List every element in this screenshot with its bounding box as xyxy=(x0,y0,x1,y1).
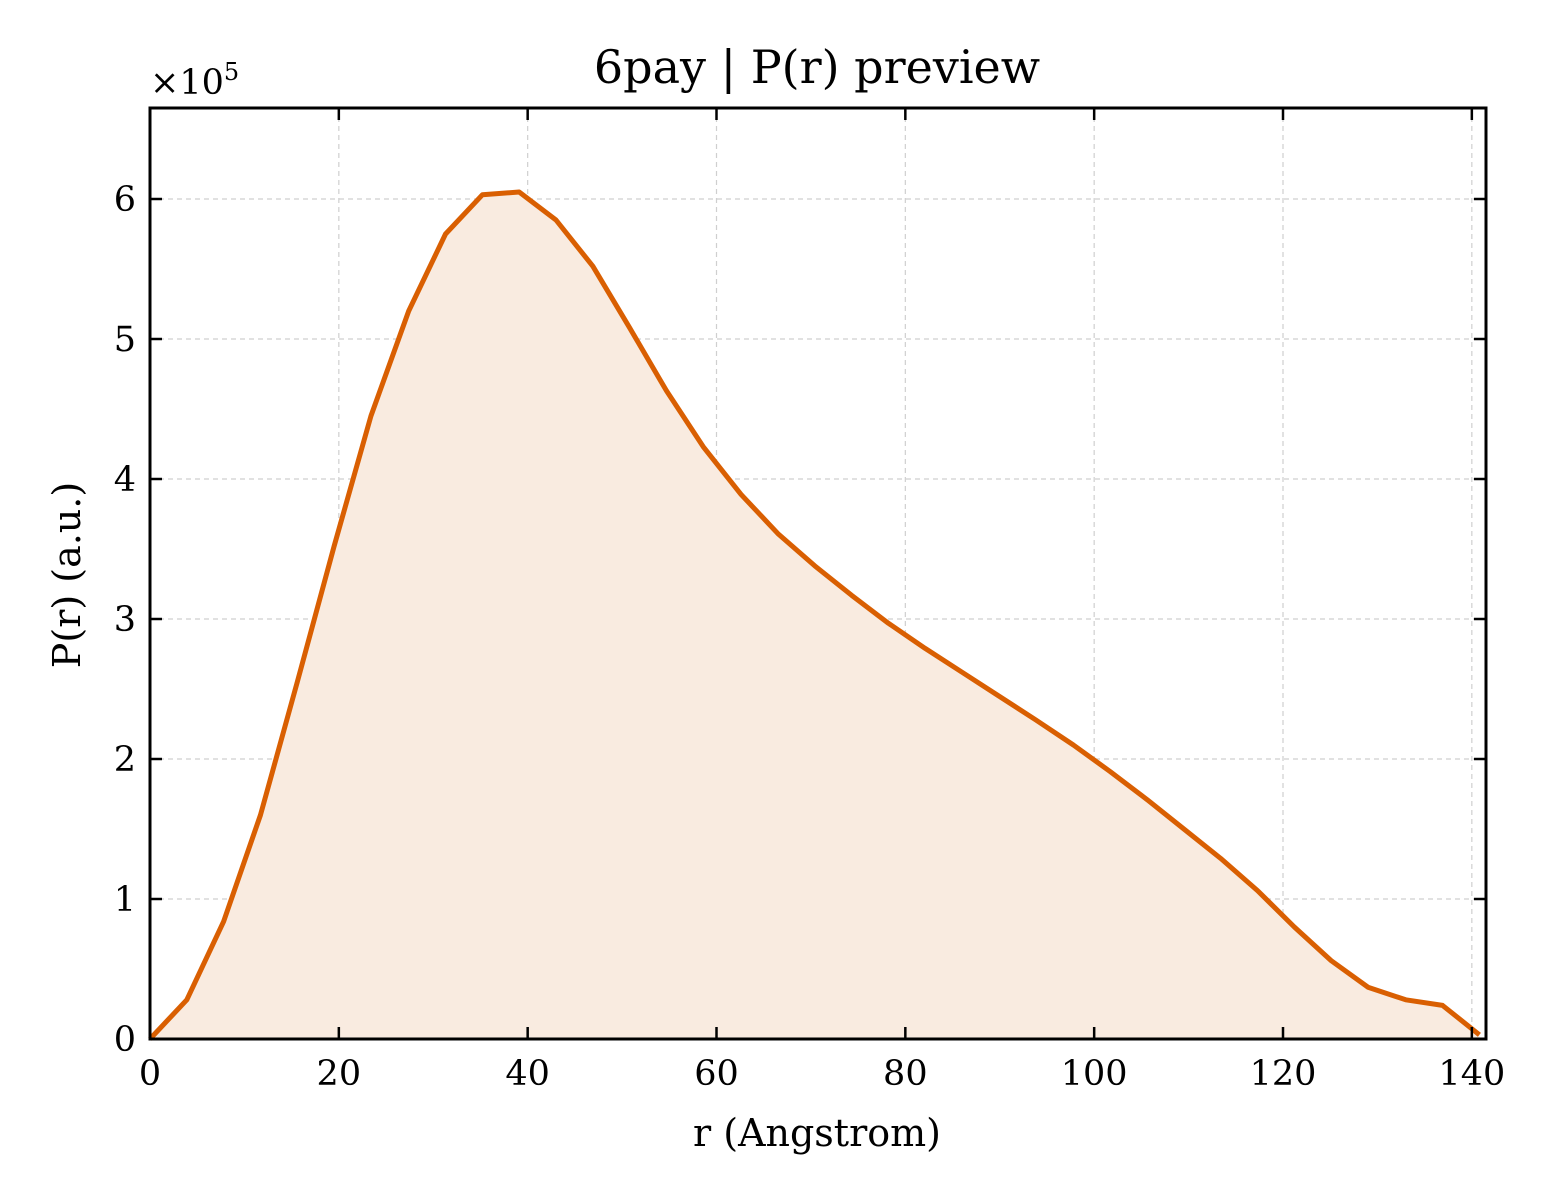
y-axis-multiplier: ×105 xyxy=(150,58,239,103)
y-tick-label: 0 xyxy=(114,1020,136,1060)
y-tick-label: 6 xyxy=(114,180,136,220)
y-ticks: 0 1 2 3 4 5 6 xyxy=(114,180,1486,1060)
y-multiplier-exponent: 5 xyxy=(224,58,239,86)
chart-title: 6pay | P(r) preview xyxy=(594,40,1040,94)
y-multiplier-base: ×10 xyxy=(150,63,224,103)
y-tick-label: 1 xyxy=(114,880,136,920)
x-tick-label: 60 xyxy=(694,1054,739,1094)
x-tick-label: 120 xyxy=(1250,1054,1317,1094)
y-axis-label: P(r) (a.u.) xyxy=(45,482,89,668)
plot-frame xyxy=(148,106,1488,1041)
x-tick-label: 80 xyxy=(883,1054,928,1094)
area-fill xyxy=(150,192,1480,1039)
x-axis-label: r (Angstrom) xyxy=(693,1111,941,1155)
y-tick-label: 3 xyxy=(114,600,136,640)
y-tick-label: 2 xyxy=(114,740,136,780)
series-line xyxy=(148,189,1481,1041)
y-tick-label: 4 xyxy=(114,460,136,500)
x-tick-label: 100 xyxy=(1061,1054,1128,1094)
x-tick-label: 40 xyxy=(505,1054,550,1094)
x-tick-label: 20 xyxy=(317,1054,362,1094)
x-tick-label: 0 xyxy=(139,1054,161,1094)
y-tick-label: 5 xyxy=(114,320,136,360)
x-ticks: 0 20 40 60 80 100 120 140 xyxy=(139,108,1505,1094)
x-tick-label: 140 xyxy=(1438,1054,1505,1094)
